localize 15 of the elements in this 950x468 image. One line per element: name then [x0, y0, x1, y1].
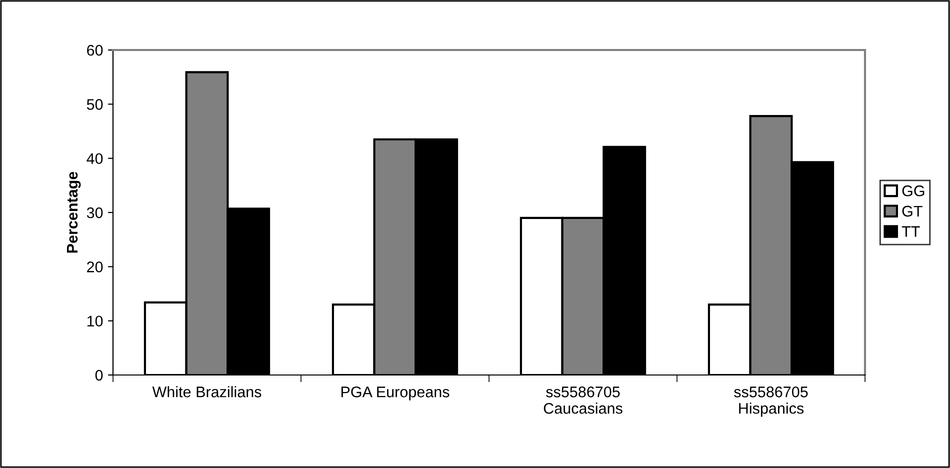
y-tick-label: 20	[87, 262, 103, 272]
y-tick-label: 10	[87, 316, 103, 327]
legend-label: TT	[902, 226, 920, 237]
y-tick-label: 0	[95, 370, 103, 381]
y-tick-label: 60	[87, 44, 103, 56]
x-tick-label: White Brazilians	[152, 386, 262, 398]
x-tick-label: ss5586705 Caucasians	[544, 386, 622, 414]
legend-label: GG	[902, 185, 924, 196]
y-tick-label: 50	[86, 99, 103, 110]
y-axis-title: Percentage	[66, 172, 81, 253]
x-tick-label: ss5586705 Hispanics	[734, 386, 808, 417]
y-tick-label: 40	[86, 153, 103, 164]
x-tick-label: PGA Europeans	[341, 386, 450, 400]
legend-label: GT	[902, 206, 922, 217]
y-tick-label: 30	[86, 207, 103, 218]
